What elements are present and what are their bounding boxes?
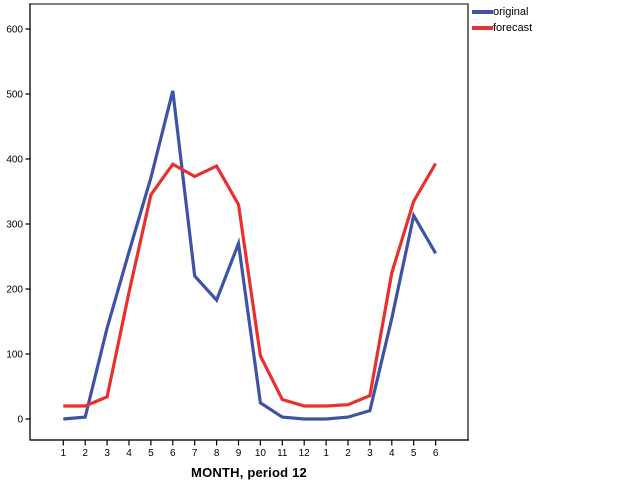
x-tick-label: 6 <box>433 448 439 459</box>
y-tick-label: 100 <box>6 350 23 361</box>
x-tick-label: 10 <box>255 448 267 459</box>
y-tick-label: 0 <box>17 415 23 426</box>
y-tick-label: 500 <box>6 90 23 101</box>
y-tick-label: 300 <box>6 220 23 231</box>
x-tick-label: 3 <box>367 448 373 459</box>
legend-label-forecast: forecast <box>493 22 533 34</box>
x-axis-ticks: 1 2 3 4 5 6 7 8 9 10 11 12 1 2 3 4 5 6 <box>61 440 439 459</box>
y-tick-label: 400 <box>6 155 23 166</box>
legend-entry-forecast: forecast <box>472 20 532 36</box>
x-tick-label: 1 <box>61 448 67 459</box>
series-line-original <box>63 90 437 421</box>
y-axis-ticks: 0 100 200 300 400 500 600 <box>6 25 30 426</box>
x-tick-label: 6 <box>170 448 176 459</box>
x-tick-label: 4 <box>126 448 132 459</box>
plot-frame <box>29 3 469 441</box>
legend-swatch-original-icon <box>472 10 493 14</box>
legend-label-original: original <box>493 6 529 18</box>
x-tick-label: 8 <box>214 448 220 459</box>
x-tick-label: 5 <box>411 448 417 459</box>
legend-swatch-forecast-icon <box>472 26 493 30</box>
x-tick-label: 5 <box>148 448 154 459</box>
legend-entry-original: original <box>472 4 532 20</box>
x-tick-label: 1 <box>323 448 329 459</box>
x-tick-label: 12 <box>299 448 311 459</box>
x-tick-label: 11 <box>277 448 288 459</box>
y-tick-label: 200 <box>6 285 23 296</box>
x-tick-label: 2 <box>82 448 88 459</box>
x-tick-label: 2 <box>345 448 351 459</box>
series-lines <box>63 90 437 421</box>
x-axis-title: MONTH, period 12 <box>191 465 307 480</box>
x-tick-label: 3 <box>104 448 110 459</box>
x-tick-label: 4 <box>389 448 395 459</box>
y-tick-label: 600 <box>6 25 23 36</box>
x-tick-label: 9 <box>236 448 242 459</box>
x-tick-label: 7 <box>192 448 198 459</box>
legend: original forecast <box>472 4 532 36</box>
series-line-forecast <box>63 162 437 408</box>
